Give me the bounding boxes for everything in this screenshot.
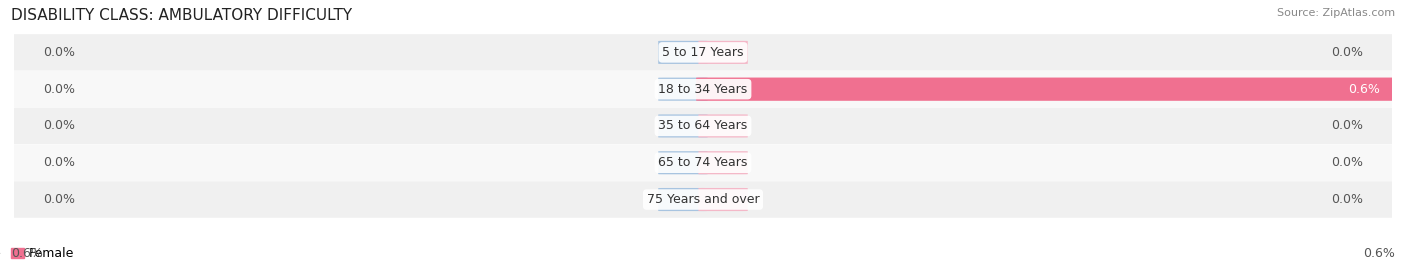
Text: 0.0%: 0.0% <box>42 120 75 132</box>
FancyBboxPatch shape <box>658 151 707 174</box>
FancyBboxPatch shape <box>699 41 748 64</box>
FancyBboxPatch shape <box>658 41 707 64</box>
FancyBboxPatch shape <box>0 181 1406 218</box>
Text: 0.0%: 0.0% <box>42 46 75 59</box>
Text: 0.6%: 0.6% <box>1362 247 1395 260</box>
FancyBboxPatch shape <box>0 144 1406 181</box>
Text: 18 to 34 Years: 18 to 34 Years <box>658 83 748 96</box>
Text: DISABILITY CLASS: AMBULATORY DIFFICULTY: DISABILITY CLASS: AMBULATORY DIFFICULTY <box>11 8 353 23</box>
FancyBboxPatch shape <box>0 71 1406 107</box>
FancyBboxPatch shape <box>699 114 748 137</box>
FancyBboxPatch shape <box>658 78 707 101</box>
Text: 0.0%: 0.0% <box>1331 156 1364 169</box>
FancyBboxPatch shape <box>696 77 1399 101</box>
Text: Source: ZipAtlas.com: Source: ZipAtlas.com <box>1277 8 1395 18</box>
FancyBboxPatch shape <box>0 34 1406 70</box>
FancyBboxPatch shape <box>658 188 707 211</box>
Text: 0.0%: 0.0% <box>1331 46 1364 59</box>
Text: 65 to 74 Years: 65 to 74 Years <box>658 156 748 169</box>
FancyBboxPatch shape <box>699 151 748 174</box>
Text: 0.0%: 0.0% <box>42 83 75 96</box>
FancyBboxPatch shape <box>0 108 1406 144</box>
Text: 35 to 64 Years: 35 to 64 Years <box>658 120 748 132</box>
Text: 75 Years and over: 75 Years and over <box>647 193 759 206</box>
FancyBboxPatch shape <box>658 114 707 137</box>
Text: 0.0%: 0.0% <box>1331 120 1364 132</box>
Text: 5 to 17 Years: 5 to 17 Years <box>662 46 744 59</box>
FancyBboxPatch shape <box>699 188 748 211</box>
Text: 0.0%: 0.0% <box>1331 193 1364 206</box>
Text: 0.6%: 0.6% <box>11 247 44 260</box>
Text: 0.6%: 0.6% <box>1348 83 1381 96</box>
Text: 0.0%: 0.0% <box>42 156 75 169</box>
Legend: Male, Female: Male, Female <box>0 247 75 260</box>
Text: 0.0%: 0.0% <box>42 193 75 206</box>
